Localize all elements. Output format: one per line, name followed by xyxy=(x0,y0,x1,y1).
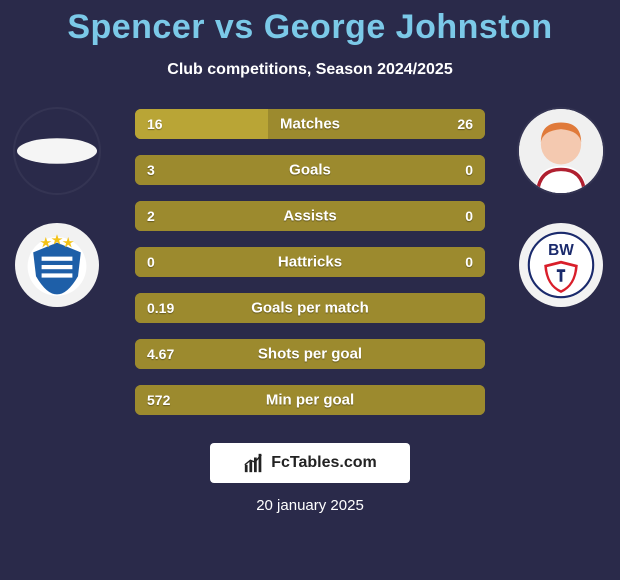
stat-row: 4.67Shots per goal xyxy=(135,339,485,369)
stat-row: 0Hattricks0 xyxy=(135,247,485,277)
stat-label: Shots per goal xyxy=(135,346,485,363)
stat-label: Hattricks xyxy=(135,254,485,271)
page-title: Spencer vs George Johnston xyxy=(0,0,620,47)
stat-label: Min per goal xyxy=(135,392,485,409)
stat-label: Assists xyxy=(135,208,485,225)
stat-right-value: 0 xyxy=(465,162,473,178)
right-player-column: BW xyxy=(516,109,606,307)
club-crest-icon xyxy=(22,230,92,300)
stat-label: Goals xyxy=(135,162,485,179)
stat-label: Matches xyxy=(135,116,485,133)
stat-bars: 16Matches263Goals02Assists00Hattricks00.… xyxy=(135,109,485,415)
page-subtitle: Club competitions, Season 2024/2025 xyxy=(0,61,620,79)
avatar-placeholder-icon xyxy=(15,131,99,171)
footer-brand-box: FcTables.com xyxy=(210,443,410,483)
player-portrait-icon xyxy=(519,109,603,193)
stat-row: 0.19Goals per match xyxy=(135,293,485,323)
stat-row: 572Min per goal xyxy=(135,385,485,415)
club-crest-icon: BW xyxy=(526,230,596,300)
chart-icon xyxy=(243,452,265,474)
stat-row: 16Matches26 xyxy=(135,109,485,139)
stat-label: Goals per match xyxy=(135,300,485,317)
stat-right-value: 26 xyxy=(457,116,473,132)
footer-date: 20 january 2025 xyxy=(0,497,620,514)
right-club-badge: BW xyxy=(519,223,603,307)
stat-right-value: 0 xyxy=(465,254,473,270)
left-player-column xyxy=(12,109,102,307)
footer-brand-text: FcTables.com xyxy=(271,454,377,472)
stat-row: 3Goals0 xyxy=(135,155,485,185)
right-player-avatar xyxy=(519,109,603,193)
stat-right-value: 0 xyxy=(465,208,473,224)
stat-row: 2Assists0 xyxy=(135,201,485,231)
svg-text:BW: BW xyxy=(548,242,574,259)
left-club-badge xyxy=(15,223,99,307)
comparison-content: BW 16Matches263Goals02Assists00Hattricks… xyxy=(0,109,620,415)
left-player-avatar xyxy=(15,109,99,193)
